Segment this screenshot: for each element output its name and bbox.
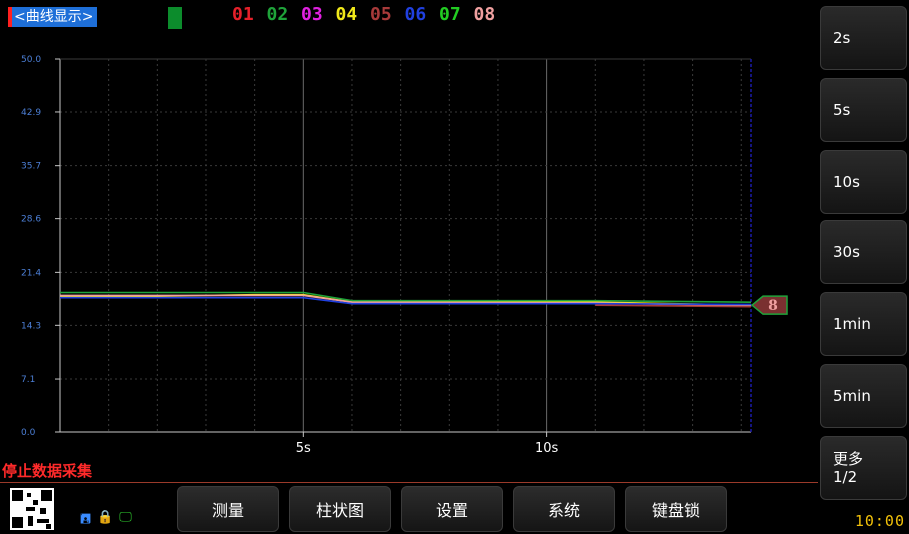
measure-button[interactable]: 测量 <box>177 486 279 532</box>
screen-title: <曲线显示> <box>8 7 98 27</box>
monitor-icon: 🖵 <box>119 510 132 525</box>
system-button[interactable]: 系统 <box>513 486 615 532</box>
keyboard-lock-button[interactable]: 键盘锁 <box>625 486 727 532</box>
y-tick-label: 28.6 <box>21 215 41 225</box>
channel-label-06[interactable]: 06 <box>404 4 427 25</box>
timebase-30s-button[interactable]: 30s <box>820 220 907 284</box>
trend-chart[interactable]: 0.0 7.1 14.3 21.4 28.6 35.7 42.9 50.0 5s 10s 8 <box>0 0 818 460</box>
channel-label-01[interactable]: 01 <box>232 4 254 25</box>
timebase-5s-button[interactable]: 5s <box>820 78 907 142</box>
more-label: 更多 <box>833 450 864 468</box>
y-tick-label: 50.0 <box>21 55 41 65</box>
x-tick-label: 5s <box>296 441 311 456</box>
series-line-5 <box>595 304 752 308</box>
status-icons: 🖪 🔒 🖵 <box>80 510 132 532</box>
settings-button[interactable]: 设置 <box>401 486 503 532</box>
record-indicator <box>168 7 182 29</box>
timebase-sidebar: 2s 5s 10s 30s 1min 5min 更多 1/2 <box>818 0 909 534</box>
y-tick-label: 35.7 <box>21 162 41 172</box>
usb-icon: 🖪 <box>80 512 92 527</box>
more-button[interactable]: 更多 1/2 <box>820 436 907 500</box>
more-page: 1/2 <box>833 468 858 486</box>
y-tick-label: 42.9 <box>21 108 41 118</box>
timebase-2s-button[interactable]: 2s <box>820 6 907 70</box>
channel-label-02[interactable]: 02 <box>266 4 289 25</box>
x-tick-label: 10s <box>535 441 559 456</box>
y-tick-label: 21.4 <box>21 268 41 278</box>
series-line-1 <box>60 291 752 303</box>
y-tick-label: 14.3 <box>21 321 41 331</box>
y-tick-label: 0.0 <box>21 428 36 438</box>
y-tick-label: 7.1 <box>21 375 35 385</box>
channel-label-04[interactable]: 04 <box>335 4 358 25</box>
qr-code-icon <box>10 488 54 530</box>
bar-chart-button[interactable]: 柱状图 <box>289 486 391 532</box>
channel-label-08[interactable]: 08 <box>473 4 496 25</box>
channel-marker-label: 8 <box>768 298 778 314</box>
timebase-1min-button[interactable]: 1min <box>820 292 907 356</box>
series-line-4 <box>60 296 752 306</box>
acquisition-status: 停止数据采集 <box>2 462 93 480</box>
divider <box>0 482 818 483</box>
timebase-10s-button[interactable]: 10s <box>820 150 907 214</box>
channel-marker[interactable] <box>750 295 788 315</box>
title-marker <box>8 7 12 27</box>
channel-label-05[interactable]: 05 <box>370 4 392 25</box>
channel-legend: 01 02 03 04 05 06 07 08 <box>232 4 508 25</box>
timebase-5min-button[interactable]: 5min <box>820 364 907 428</box>
channel-label-07[interactable]: 07 <box>439 4 461 25</box>
channel-label-03[interactable]: 03 <box>301 4 323 25</box>
screen-title-text: <曲线显示> <box>14 9 94 25</box>
clock: 10:00 <box>854 512 905 530</box>
lock-icon: 🔒 <box>97 510 114 525</box>
